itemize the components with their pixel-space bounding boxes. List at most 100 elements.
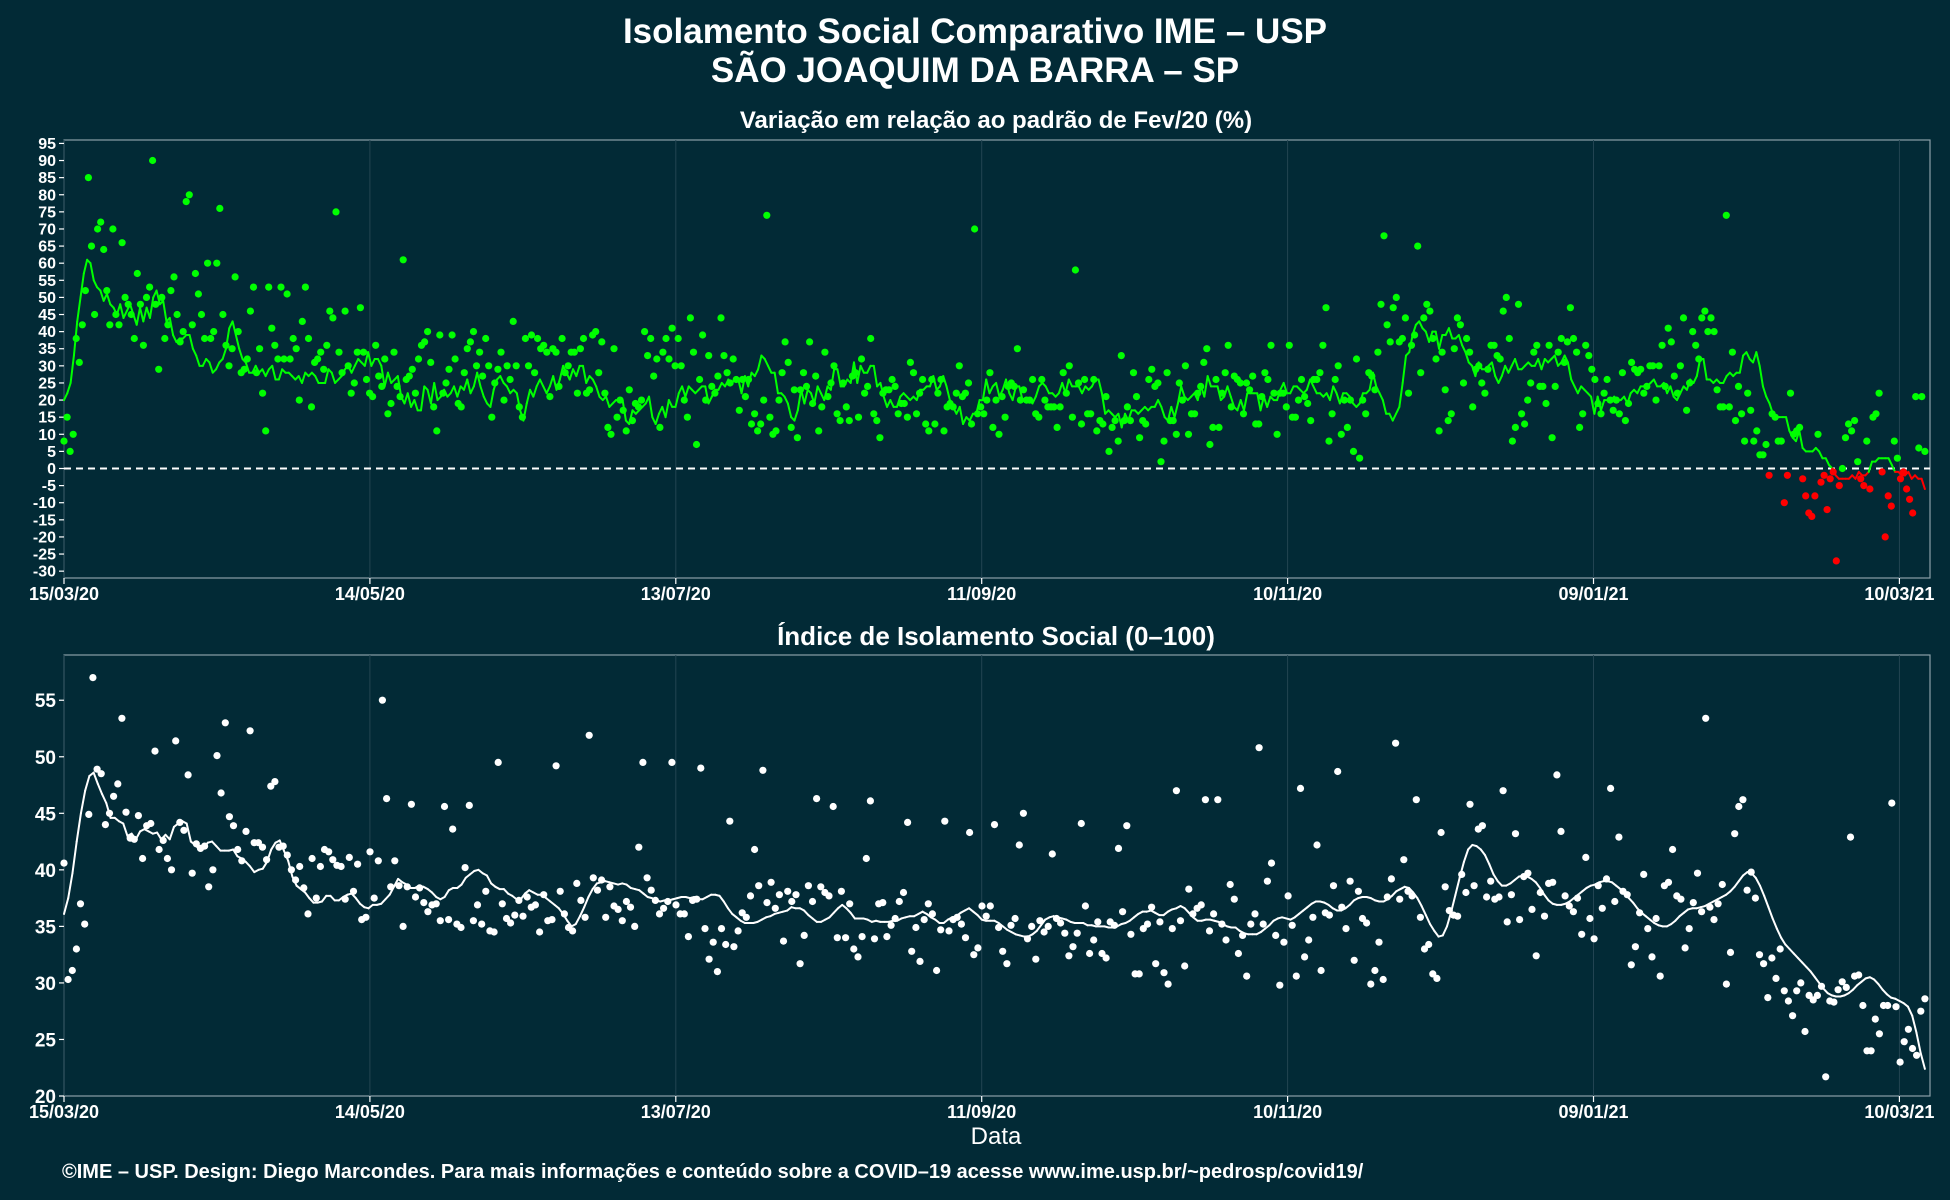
variation-data-point (1016, 396, 1024, 404)
variation-line-segment (1461, 344, 1467, 354)
index-data-point (188, 869, 196, 877)
variation-data-point (518, 413, 527, 421)
index-data-point (726, 817, 734, 825)
variation-y-tick-label: -25 (33, 547, 56, 564)
index-data-point (1648, 953, 1656, 961)
index-line-segment (1877, 983, 1884, 991)
index-line-segment (1391, 890, 1398, 897)
index-data-point (1325, 911, 1333, 919)
variation-line-segment (1540, 358, 1546, 371)
index-data-point (916, 957, 924, 966)
variation-data-point (937, 375, 945, 384)
variation-data-point (527, 331, 536, 339)
index-data-point (1797, 979, 1805, 987)
variation-line-segment (1758, 364, 1764, 388)
variation-data-point (1912, 393, 1920, 401)
index-data-point (209, 866, 217, 874)
index-line-segment (1484, 854, 1491, 866)
index-line-segment (211, 840, 218, 848)
variation-line-segment (489, 388, 495, 408)
index-data-point (1433, 974, 1441, 983)
variation-data-point (1374, 348, 1382, 356)
index-data-point (1065, 952, 1073, 960)
index-data-point (1760, 960, 1768, 968)
variation-data-point (793, 434, 802, 442)
variation-data-point (350, 379, 358, 387)
index-data-point (507, 919, 515, 927)
variation-data-point (1780, 499, 1788, 507)
index-data-point (1251, 910, 1259, 918)
index-x-tick-label: 13/07/20 (641, 1102, 711, 1122)
variation-line-segment (988, 385, 994, 395)
variation-data-point (1704, 328, 1712, 336)
variation-data-point (1102, 393, 1110, 401)
variation-data-point (369, 393, 377, 401)
variation-data-point (867, 334, 875, 343)
index-line-segment (1627, 897, 1635, 904)
variation-line-segment (499, 375, 505, 384)
index-data-point (1706, 903, 1714, 911)
variation-data-point (1157, 458, 1165, 466)
variation-data-point (338, 369, 346, 377)
variation-data-point (961, 389, 970, 397)
index-line-segment (828, 911, 835, 919)
variation-data-point (1145, 375, 1153, 384)
variation-data-point (1786, 389, 1795, 397)
variation-data-point (1490, 341, 1498, 349)
index-data-point (1813, 991, 1821, 1000)
index-data-point (1884, 1001, 1892, 1010)
index-data-point (1189, 910, 1197, 918)
index-line-segment (244, 860, 252, 868)
variation-data-point (1796, 423, 1804, 431)
index-data-point (1590, 935, 1598, 943)
index-data-point (465, 801, 473, 810)
index-data-point (1379, 975, 1387, 984)
index-data-point (1334, 767, 1342, 776)
variation-data-point (433, 427, 441, 435)
index-line-segment (460, 876, 467, 886)
index-data-point (118, 714, 126, 722)
variation-data-point (754, 427, 762, 435)
variation-data-point (592, 328, 600, 336)
variation-data-point (411, 389, 419, 397)
index-data-point (862, 854, 870, 863)
index-data-point (345, 853, 353, 862)
variation-data-point (1860, 482, 1868, 490)
variation-data-point (1331, 375, 1339, 384)
index-panel-title: Índice de Isolamento Social (0–100) (777, 621, 1215, 651)
index-data-point (982, 912, 990, 920)
index-data-point (1557, 827, 1565, 836)
variation-data-point (1695, 355, 1703, 363)
variation-data-point (1676, 362, 1684, 370)
index-data-point (1077, 819, 1085, 828)
index-data-point (1259, 920, 1267, 928)
variation-data-point (78, 321, 86, 329)
variation-data-point (766, 413, 774, 421)
index-data-point (134, 812, 142, 820)
index-data-point (1532, 952, 1540, 960)
variation-data-point (1808, 512, 1816, 521)
variation-y-tick-label: 85 (38, 170, 56, 187)
index-data-point (449, 825, 457, 833)
variation-data-point (885, 386, 893, 394)
index-data-point (1197, 901, 1205, 909)
index-data-point (1239, 931, 1247, 940)
index-data-point (1685, 925, 1693, 933)
index-data-point (1011, 914, 1019, 923)
variation-line-segment (1920, 477, 1926, 491)
index-data-point (1234, 949, 1242, 958)
variation-data-point (1181, 362, 1189, 370)
index-data-point (72, 945, 80, 953)
index-data-point (1036, 917, 1044, 925)
variation-data-point (723, 369, 731, 377)
index-data-point (1408, 892, 1416, 900)
variation-data-point (1582, 341, 1590, 349)
index-data-point (598, 876, 606, 884)
index-data-point (891, 914, 899, 923)
index-data-point (1003, 960, 1011, 968)
index-data-point (1367, 980, 1375, 988)
index-data-point (693, 895, 701, 903)
index-data-point (933, 966, 941, 975)
index-data-point (1127, 930, 1135, 938)
index-data-point (734, 927, 742, 935)
